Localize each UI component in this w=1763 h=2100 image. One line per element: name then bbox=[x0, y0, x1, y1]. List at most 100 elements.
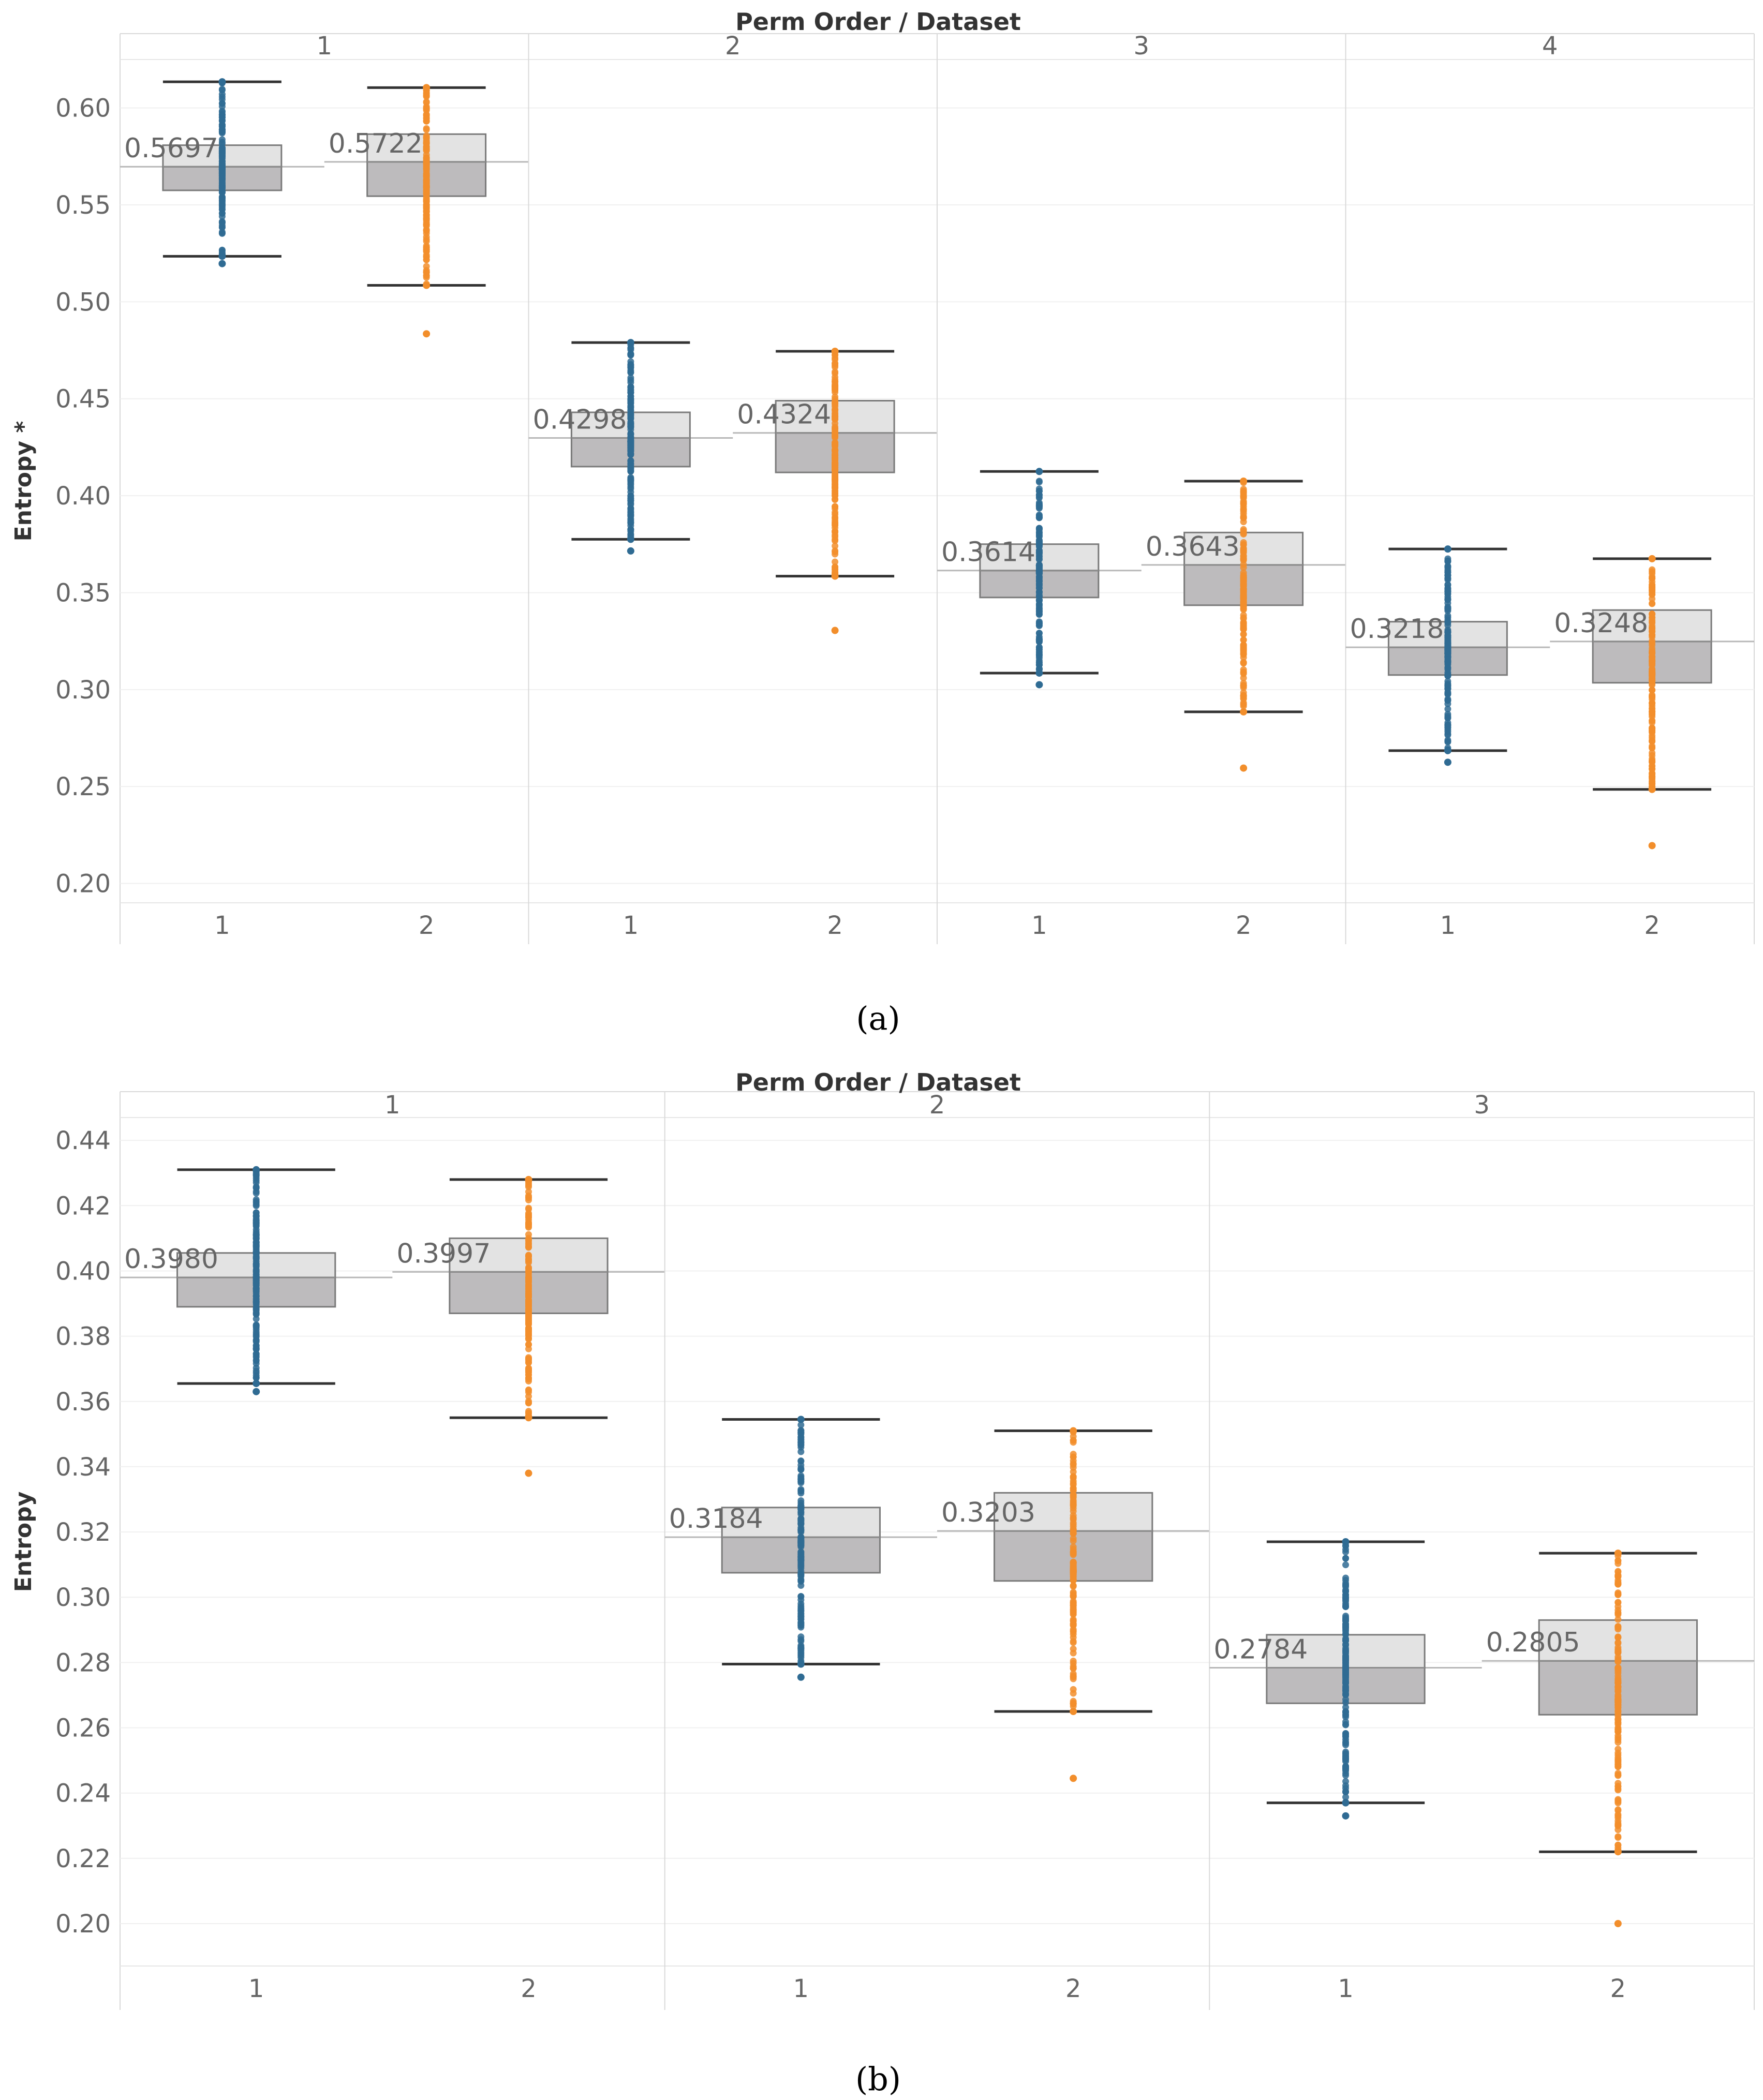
data-point-min bbox=[253, 1380, 260, 1388]
data-point bbox=[1342, 1663, 1349, 1671]
data-point bbox=[1240, 684, 1247, 691]
data-point bbox=[832, 459, 839, 466]
data-point bbox=[627, 398, 634, 405]
data-point-min bbox=[797, 1660, 805, 1668]
data-point-min bbox=[525, 1414, 532, 1422]
data-point bbox=[1649, 653, 1656, 661]
data-point bbox=[1444, 593, 1451, 601]
data-point bbox=[525, 1269, 532, 1276]
data-point bbox=[1070, 1468, 1077, 1476]
data-point bbox=[1649, 610, 1656, 618]
outlier-point bbox=[423, 330, 431, 338]
dataset-category-label: 2 bbox=[1610, 1974, 1626, 2003]
y-tick-label: 0.32 bbox=[55, 1518, 111, 1547]
median-value-label: 0.5697 bbox=[124, 133, 218, 164]
dataset-category-label: 1 bbox=[1031, 911, 1047, 940]
data-point bbox=[525, 1299, 532, 1306]
data-point bbox=[1444, 563, 1451, 570]
data-point bbox=[423, 274, 430, 281]
data-point bbox=[1342, 1637, 1349, 1644]
median-value-label: 0.2784 bbox=[1213, 1634, 1308, 1665]
dataset-category-label: 2 bbox=[1644, 911, 1660, 940]
data-point bbox=[525, 1288, 532, 1295]
data-point bbox=[627, 468, 634, 475]
data-point-min bbox=[1035, 669, 1043, 677]
outlier-point bbox=[1444, 758, 1451, 766]
data-point bbox=[253, 1231, 260, 1239]
data-point bbox=[1240, 659, 1247, 666]
data-points bbox=[627, 339, 634, 543]
data-point bbox=[1444, 585, 1451, 592]
data-point bbox=[218, 213, 226, 220]
median-value-label: 0.4298 bbox=[533, 404, 627, 435]
data-point bbox=[1444, 618, 1451, 625]
data-points bbox=[797, 1416, 805, 1668]
dataset-category-label: 2 bbox=[827, 911, 843, 940]
data-point bbox=[1035, 564, 1043, 571]
perm-order-label: 4 bbox=[1542, 32, 1558, 61]
data-point bbox=[1070, 1583, 1077, 1590]
data-point bbox=[1614, 1683, 1622, 1690]
data-point bbox=[525, 1204, 532, 1212]
data-point bbox=[1035, 549, 1043, 556]
data-point bbox=[1444, 576, 1451, 584]
data-point bbox=[1614, 1786, 1622, 1794]
outlier-point bbox=[1342, 1812, 1350, 1820]
data-points bbox=[525, 1175, 532, 1422]
data-points bbox=[1444, 545, 1451, 754]
data-point-max bbox=[797, 1416, 805, 1423]
data-point bbox=[1240, 514, 1247, 522]
data-point bbox=[1614, 1739, 1622, 1746]
y-tick-label: 0.60 bbox=[55, 94, 111, 123]
data-point bbox=[423, 236, 430, 243]
data-point bbox=[1035, 478, 1043, 485]
data-point bbox=[797, 1537, 805, 1544]
data-point bbox=[525, 1237, 532, 1244]
dataset-category-label: 1 bbox=[248, 1974, 264, 2003]
data-point bbox=[832, 406, 839, 413]
data-point bbox=[832, 354, 839, 362]
data-point bbox=[423, 177, 430, 184]
data-point bbox=[1614, 1798, 1622, 1805]
data-point-min bbox=[1070, 1708, 1077, 1715]
data-point bbox=[423, 267, 430, 274]
data-point bbox=[1070, 1480, 1077, 1487]
data-point bbox=[1614, 1769, 1622, 1777]
outlier-point bbox=[253, 1388, 260, 1395]
data-point bbox=[627, 351, 634, 359]
data-point bbox=[1342, 1652, 1349, 1660]
data-point bbox=[525, 1393, 532, 1400]
data-point bbox=[1444, 626, 1451, 633]
box-dataset-2: 0.2805 2 bbox=[1481, 1550, 1754, 2003]
data-point bbox=[832, 492, 839, 499]
data-point bbox=[1342, 1708, 1349, 1715]
data-point bbox=[797, 1466, 805, 1473]
data-point bbox=[1649, 744, 1656, 751]
perm-order-label: 2 bbox=[929, 1091, 945, 1120]
box-dataset-1: 0.3980 1 bbox=[120, 1166, 393, 2003]
data-point bbox=[1614, 1814, 1622, 1821]
data-points bbox=[1614, 1550, 1622, 1856]
data-point bbox=[797, 1593, 805, 1600]
data-point bbox=[253, 1244, 260, 1252]
data-point bbox=[1342, 1624, 1349, 1631]
data-point bbox=[1444, 686, 1451, 693]
data-point bbox=[797, 1457, 805, 1465]
outlier-point bbox=[218, 260, 226, 267]
data-point bbox=[832, 464, 839, 471]
data-point bbox=[1342, 1733, 1349, 1740]
box-dataset-2: 0.3643 2 bbox=[1141, 478, 1346, 940]
data-point bbox=[627, 369, 634, 376]
y-tick-label: 0.26 bbox=[55, 1714, 111, 1743]
box-dataset-1: 0.3614 1 bbox=[937, 468, 1142, 940]
data-point-max bbox=[1444, 545, 1451, 553]
data-point bbox=[423, 208, 430, 215]
y-tick-label: 0.38 bbox=[55, 1322, 111, 1351]
data-points bbox=[1342, 1538, 1350, 1807]
data-point bbox=[797, 1527, 805, 1534]
data-point bbox=[1649, 566, 1656, 573]
data-point bbox=[1444, 641, 1451, 648]
data-point bbox=[525, 1276, 532, 1283]
data-point bbox=[832, 528, 839, 535]
data-point bbox=[1444, 632, 1451, 639]
